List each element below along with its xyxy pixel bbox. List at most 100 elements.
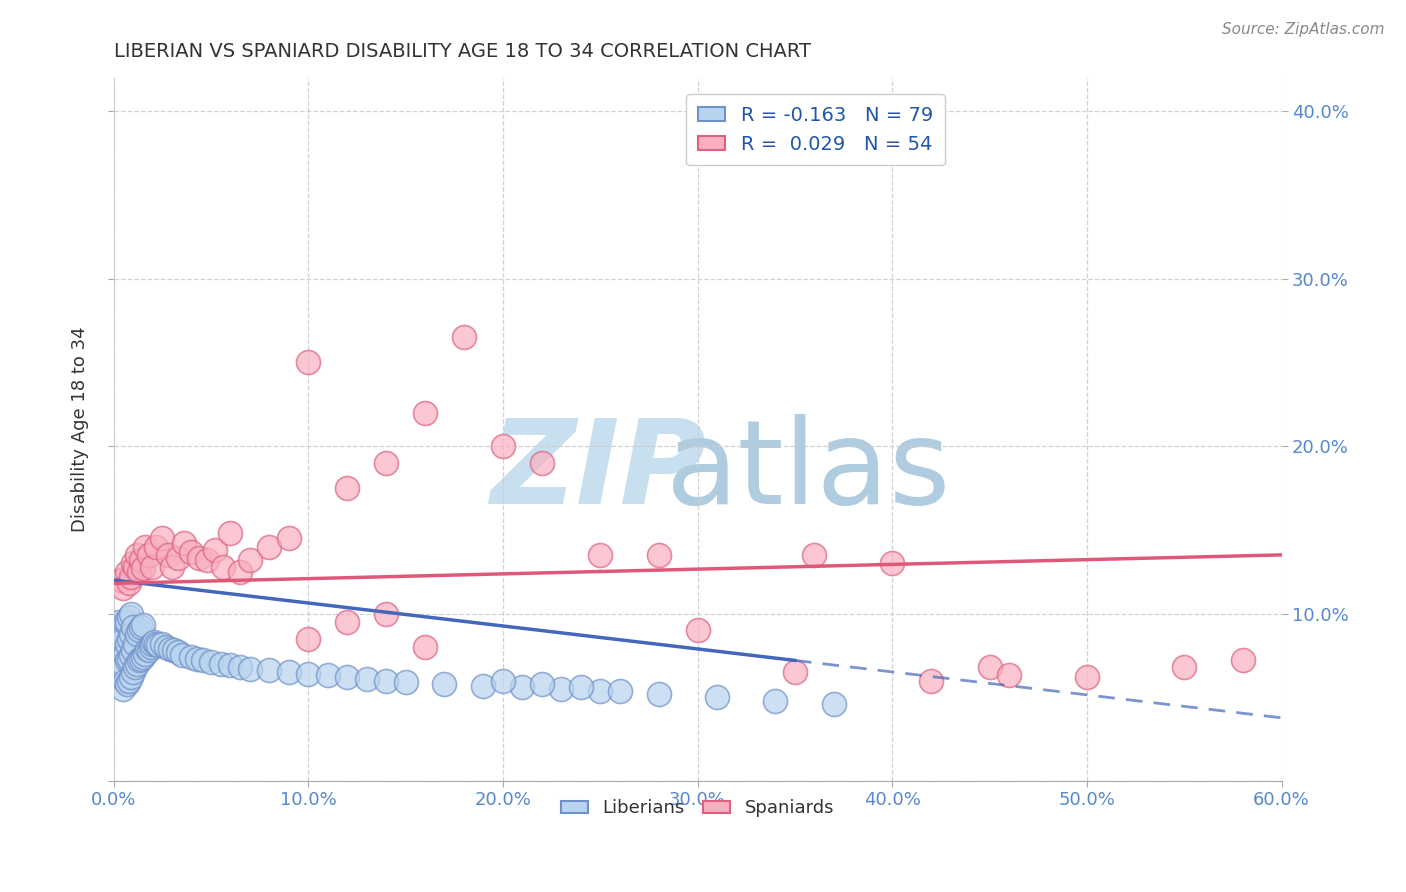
Point bbox=[239, 662, 262, 676]
Point bbox=[191, 653, 214, 667]
Point bbox=[124, 637, 146, 651]
Point bbox=[394, 675, 416, 690]
Point bbox=[166, 645, 188, 659]
Point bbox=[316, 668, 339, 682]
Point bbox=[336, 615, 359, 629]
Point bbox=[134, 647, 156, 661]
Point bbox=[763, 693, 786, 707]
Point bbox=[120, 626, 142, 640]
Point bbox=[120, 569, 142, 583]
Point bbox=[204, 542, 226, 557]
Point bbox=[122, 643, 145, 657]
Point bbox=[219, 526, 242, 541]
Point bbox=[725, 104, 748, 119]
Point bbox=[453, 330, 475, 344]
Point bbox=[120, 648, 142, 663]
Point bbox=[375, 456, 398, 470]
Point bbox=[115, 615, 138, 629]
Point bbox=[132, 650, 155, 665]
Point bbox=[143, 635, 166, 649]
Point bbox=[124, 559, 146, 574]
Point bbox=[569, 680, 592, 694]
Point bbox=[112, 582, 135, 596]
Point bbox=[589, 683, 612, 698]
Y-axis label: Disability Age 18 to 34: Disability Age 18 to 34 bbox=[72, 326, 89, 533]
Point bbox=[148, 638, 170, 652]
Point bbox=[170, 648, 193, 663]
Point bbox=[166, 551, 188, 566]
Point bbox=[180, 650, 202, 665]
Point bbox=[297, 355, 319, 369]
Point bbox=[375, 673, 398, 688]
Point bbox=[150, 637, 173, 651]
Point bbox=[118, 576, 141, 591]
Point bbox=[118, 651, 141, 665]
Point bbox=[297, 666, 319, 681]
Point bbox=[550, 681, 572, 696]
Point bbox=[157, 548, 180, 562]
Point bbox=[107, 640, 129, 654]
Point bbox=[155, 640, 177, 654]
Point bbox=[336, 481, 359, 495]
Point bbox=[259, 540, 281, 554]
Point bbox=[160, 559, 183, 574]
Point bbox=[108, 615, 131, 629]
Point bbox=[132, 561, 155, 575]
Point bbox=[492, 439, 515, 453]
Point bbox=[433, 677, 456, 691]
Point bbox=[229, 565, 252, 579]
Text: atlas: atlas bbox=[666, 414, 952, 529]
Point bbox=[803, 548, 825, 562]
Point bbox=[135, 641, 157, 656]
Point bbox=[173, 536, 195, 550]
Point bbox=[375, 607, 398, 621]
Point bbox=[125, 657, 148, 671]
Point bbox=[530, 456, 553, 470]
Point bbox=[297, 632, 319, 646]
Point bbox=[118, 632, 141, 646]
Point bbox=[239, 553, 262, 567]
Point bbox=[108, 665, 131, 680]
Point bbox=[882, 556, 904, 570]
Point bbox=[120, 607, 142, 621]
Point bbox=[145, 540, 167, 554]
Point bbox=[219, 658, 242, 673]
Point bbox=[259, 664, 281, 678]
Legend: Liberians, Spaniards: Liberians, Spaniards bbox=[554, 792, 841, 825]
Point bbox=[141, 637, 163, 651]
Point bbox=[110, 660, 132, 674]
Point bbox=[125, 626, 148, 640]
Point bbox=[145, 637, 167, 651]
Point bbox=[589, 548, 612, 562]
Point bbox=[686, 624, 709, 638]
Point bbox=[647, 687, 669, 701]
Point bbox=[413, 640, 436, 654]
Point bbox=[1076, 670, 1098, 684]
Point bbox=[125, 548, 148, 562]
Point bbox=[139, 640, 162, 654]
Point bbox=[530, 677, 553, 691]
Point bbox=[159, 641, 181, 656]
Point bbox=[180, 544, 202, 558]
Point bbox=[115, 565, 138, 579]
Point bbox=[920, 673, 942, 688]
Point bbox=[783, 665, 806, 680]
Point bbox=[195, 553, 218, 567]
Point bbox=[128, 653, 150, 667]
Point bbox=[609, 683, 631, 698]
Text: ZIP: ZIP bbox=[491, 414, 706, 529]
Point bbox=[1232, 653, 1254, 667]
Point bbox=[122, 665, 145, 680]
Point bbox=[115, 653, 138, 667]
Point bbox=[110, 624, 132, 638]
Point bbox=[118, 610, 141, 624]
Point bbox=[115, 677, 138, 691]
Point bbox=[188, 551, 211, 566]
Point bbox=[134, 540, 156, 554]
Point bbox=[277, 531, 299, 545]
Point bbox=[211, 559, 233, 574]
Point bbox=[512, 680, 534, 694]
Point bbox=[122, 620, 145, 634]
Point bbox=[138, 643, 160, 657]
Point bbox=[120, 670, 142, 684]
